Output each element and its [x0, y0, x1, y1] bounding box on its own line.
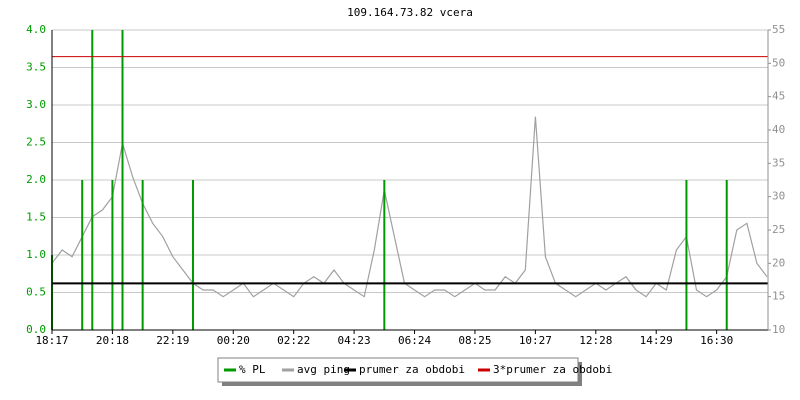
x-tick-label: 02:22 [277, 334, 310, 347]
y2-tick-label: 50 [772, 56, 785, 69]
x-tick-label: 08:25 [458, 334, 491, 347]
legend-label: prumer za obdobi [359, 363, 465, 376]
y-tick-label: 2.0 [26, 173, 46, 186]
ping-line [51, 116, 768, 298]
x-tick-label: 18:17 [35, 334, 68, 347]
legend-label: % PL [239, 363, 266, 376]
x-tick-label: 06:24 [398, 334, 431, 347]
x-tick-label: 16:30 [700, 334, 733, 347]
y-tick-label: 3.0 [26, 98, 46, 111]
y2-tick-label: 40 [772, 123, 785, 136]
legend-label: 3*prumer za obdobi [493, 363, 612, 376]
y2-tick-label: 35 [772, 156, 785, 169]
y-tick-label: 4.0 [26, 23, 46, 36]
x-tick-label: 20:18 [96, 334, 129, 347]
y-tick-label: 0.0 [26, 323, 46, 336]
x-tick-label: 12:28 [579, 334, 612, 347]
x-tick-label: 22:19 [156, 334, 189, 347]
y-tick-label: 0.5 [26, 286, 46, 299]
y-tick-label: 1.5 [26, 211, 46, 224]
y-tick-label: 2.5 [26, 136, 46, 149]
x-tick-label: 14:29 [640, 334, 673, 347]
y-tick-label: 3.5 [26, 61, 46, 74]
x-tick-label: 10:27 [519, 334, 552, 347]
legend-label: avg ping [297, 363, 350, 376]
x-tick-label: 04:23 [338, 334, 371, 347]
legend-box [217, 357, 579, 383]
x-tick-label: 00:20 [217, 334, 250, 347]
y2-tick-label: 25 [772, 223, 785, 236]
y2-tick-label: 30 [772, 190, 785, 203]
y2-tick-label: 55 [772, 23, 785, 36]
y2-tick-label: 15 [772, 290, 785, 303]
chart-title: 109.164.73.82 vcera [347, 6, 473, 19]
y2-tick-label: 45 [772, 90, 785, 103]
y-tick-label: 1.0 [26, 248, 46, 261]
y2-tick-label: 20 [772, 256, 785, 269]
y2-tick-label: 10 [772, 323, 785, 336]
